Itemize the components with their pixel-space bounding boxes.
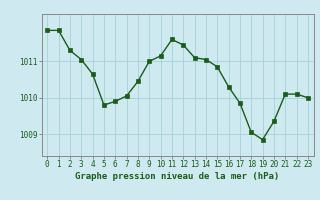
X-axis label: Graphe pression niveau de la mer (hPa): Graphe pression niveau de la mer (hPa) [76,172,280,181]
